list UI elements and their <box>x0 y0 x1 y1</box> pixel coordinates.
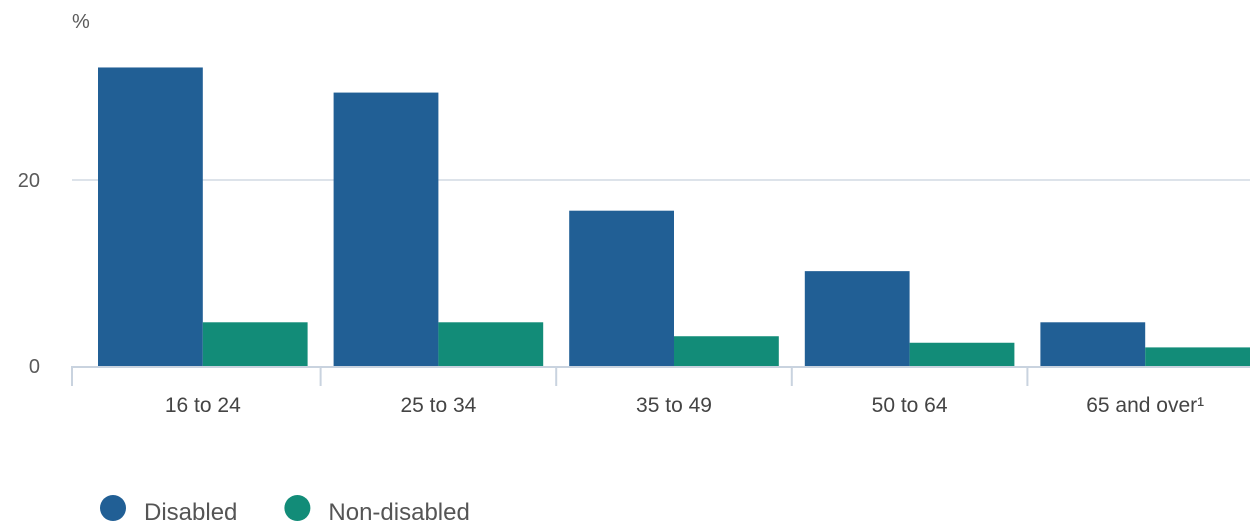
bar-non-disabled-3 <box>674 336 779 366</box>
legend-marker <box>284 495 311 521</box>
bar-non-disabled-1 <box>202 322 308 366</box>
bar-disabled-1 <box>98 67 203 366</box>
y-axis-unit-label: % <box>72 11 90 33</box>
bars <box>98 67 1250 366</box>
bar-non-disabled-4 <box>909 342 1015 366</box>
x-tick-label: 35 to 49 <box>636 394 712 417</box>
x-tick-label: 65 and over¹ <box>1086 394 1204 417</box>
bar-disabled-5 <box>1040 322 1146 366</box>
bar-disabled-2 <box>333 92 439 366</box>
y-tick-label: 0 <box>29 356 40 378</box>
x-tick-label: 50 to 64 <box>872 394 948 417</box>
bar-non-disabled-2 <box>438 322 544 366</box>
x-tick-label: 16 to 24 <box>165 394 241 417</box>
gridlines: 0 20 <box>18 170 1250 378</box>
bar-disabled-3 <box>569 210 674 366</box>
x-tick-label: 25 to 34 <box>400 394 476 417</box>
legend-label: Non-disabled <box>328 499 469 524</box>
y-tick-label: 20 <box>18 170 40 192</box>
legend-marker <box>100 495 126 521</box>
x-axis: 16 to 24 25 to 34 35 to 49 50 to 64 65 and o… <box>71 366 1250 417</box>
legend: Disabled Non-disabled <box>100 495 470 526</box>
legend-label: Disabled <box>144 499 237 524</box>
bar-non-disabled-5 <box>1145 347 1250 366</box>
bar-disabled-4 <box>804 271 910 366</box>
